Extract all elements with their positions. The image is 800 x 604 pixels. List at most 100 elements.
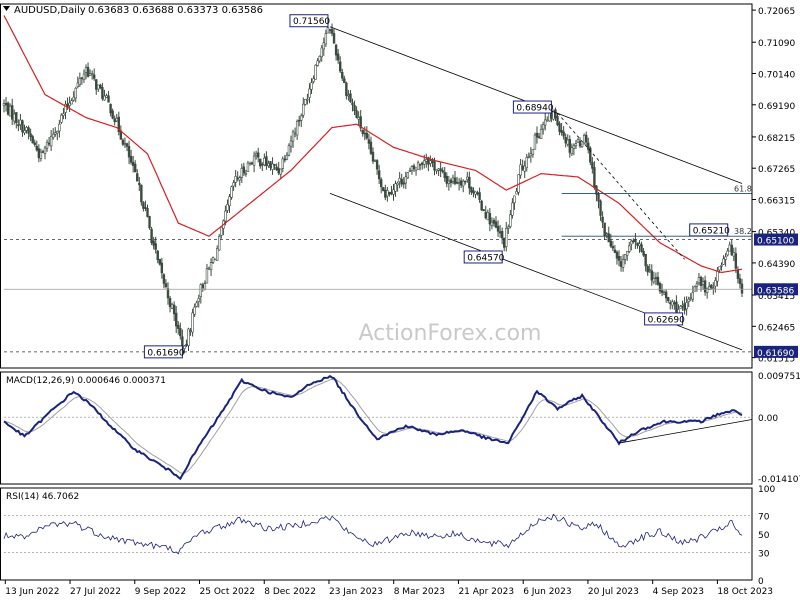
candle-body — [309, 89, 311, 97]
candle-body — [140, 185, 142, 202]
swing-label-text: 0.62690 — [648, 315, 685, 325]
candle-body — [32, 137, 34, 143]
candle-body — [567, 140, 569, 144]
candle-body — [555, 110, 557, 118]
candle-body — [341, 72, 343, 78]
candle-body — [253, 156, 255, 165]
axes-layer: 0.720650.710900.701400.691900.682150.672… — [1, 4, 800, 597]
candle-body — [538, 137, 540, 138]
candle-body — [345, 83, 347, 96]
candle-body — [259, 159, 261, 166]
candle-body — [493, 220, 495, 223]
candle-body — [594, 167, 596, 187]
candle-body — [540, 129, 542, 138]
candle-body — [454, 178, 456, 184]
candle-body — [3, 103, 5, 105]
candle-body — [479, 193, 481, 200]
candle-body — [714, 280, 716, 286]
rsi-panel: RSI(14) 46.7062 — [4, 492, 752, 554]
candle-body — [688, 299, 690, 301]
rsi-axis-label: 100 — [758, 485, 775, 495]
ohlc-text: 0.63683 0.63688 0.63373 0.63586 — [88, 5, 263, 16]
candle-body — [393, 190, 395, 195]
candle-body — [124, 144, 126, 145]
candle-body — [138, 183, 140, 185]
candle-body — [54, 133, 56, 135]
rsi-line — [4, 514, 742, 554]
candle-body — [315, 65, 317, 79]
menu-triangle-icon[interactable] — [3, 6, 10, 11]
candle-body — [282, 159, 284, 168]
candle-body — [151, 229, 153, 243]
price-axis-label: 0.62465 — [758, 323, 795, 333]
candle-body — [245, 173, 247, 174]
candle-body — [263, 158, 265, 165]
candle-body — [686, 303, 688, 309]
candle-body — [485, 212, 487, 218]
candle-body — [97, 85, 99, 89]
candle-body — [649, 270, 651, 271]
time-axis-label: 23 Jan 2023 — [329, 587, 383, 597]
candle-body — [179, 328, 181, 335]
candle-body — [243, 167, 245, 173]
candle-body — [58, 124, 60, 131]
candle-body — [343, 79, 345, 83]
candle-body — [704, 281, 706, 292]
candle-body — [34, 143, 36, 145]
candle-body — [266, 157, 268, 166]
candle-body — [483, 210, 485, 211]
candle-body — [522, 166, 524, 169]
candle-body — [583, 135, 585, 143]
candle-body — [434, 162, 436, 170]
candle-body — [302, 104, 304, 115]
time-axis-label: 13 Jun 2022 — [5, 587, 59, 597]
candle-body — [512, 203, 514, 215]
candle-body — [581, 144, 583, 147]
candle-body — [571, 148, 573, 154]
candle-body — [458, 183, 460, 184]
candle-body — [42, 151, 44, 152]
candle-body — [401, 179, 403, 184]
candle-body — [214, 259, 216, 260]
candle-body — [278, 169, 280, 174]
candle-body — [196, 303, 198, 307]
candle-body — [280, 169, 282, 174]
candle-body — [356, 111, 358, 118]
candle-body — [323, 43, 325, 49]
time-axis-label: 8 Mar 2023 — [394, 587, 445, 597]
candle-body — [77, 83, 79, 87]
candle-body — [516, 191, 518, 194]
candle-body — [159, 259, 161, 264]
price-axis-label: 0.71090 — [758, 39, 795, 49]
candle-body — [247, 163, 249, 172]
candle-body — [604, 223, 606, 236]
candle-body — [374, 160, 376, 161]
candle-body — [194, 307, 196, 314]
price-axis-label: 0.64390 — [758, 260, 795, 270]
candle-body — [352, 103, 354, 105]
candle-body — [286, 155, 288, 159]
candle-body — [204, 284, 206, 289]
candle-body — [626, 251, 628, 255]
time-axis-label: 27 Jul 2022 — [70, 587, 121, 597]
candle-body — [251, 163, 253, 164]
candle-body — [526, 157, 528, 167]
candle-body — [136, 174, 138, 182]
candle-body — [702, 282, 704, 285]
time-axis-label: 25 Oct 2022 — [200, 587, 256, 597]
candle-body — [673, 303, 675, 304]
macd-panel: MACD(12,26,9) 0.000646 0.000371 — [4, 376, 752, 479]
candle-body — [684, 304, 686, 311]
candle-body — [462, 181, 464, 186]
candle-body — [653, 278, 655, 281]
candle-body — [444, 172, 446, 177]
candle-body — [317, 61, 319, 66]
candle-body — [126, 144, 128, 147]
candle-body — [270, 161, 272, 167]
candle-body — [143, 203, 145, 209]
candle-body — [17, 125, 19, 126]
macd-title: MACD(12,26,9) 0.000646 0.000371 — [6, 376, 166, 386]
candle-body — [698, 278, 700, 283]
candle-body — [622, 260, 624, 268]
candle-body — [655, 278, 657, 279]
